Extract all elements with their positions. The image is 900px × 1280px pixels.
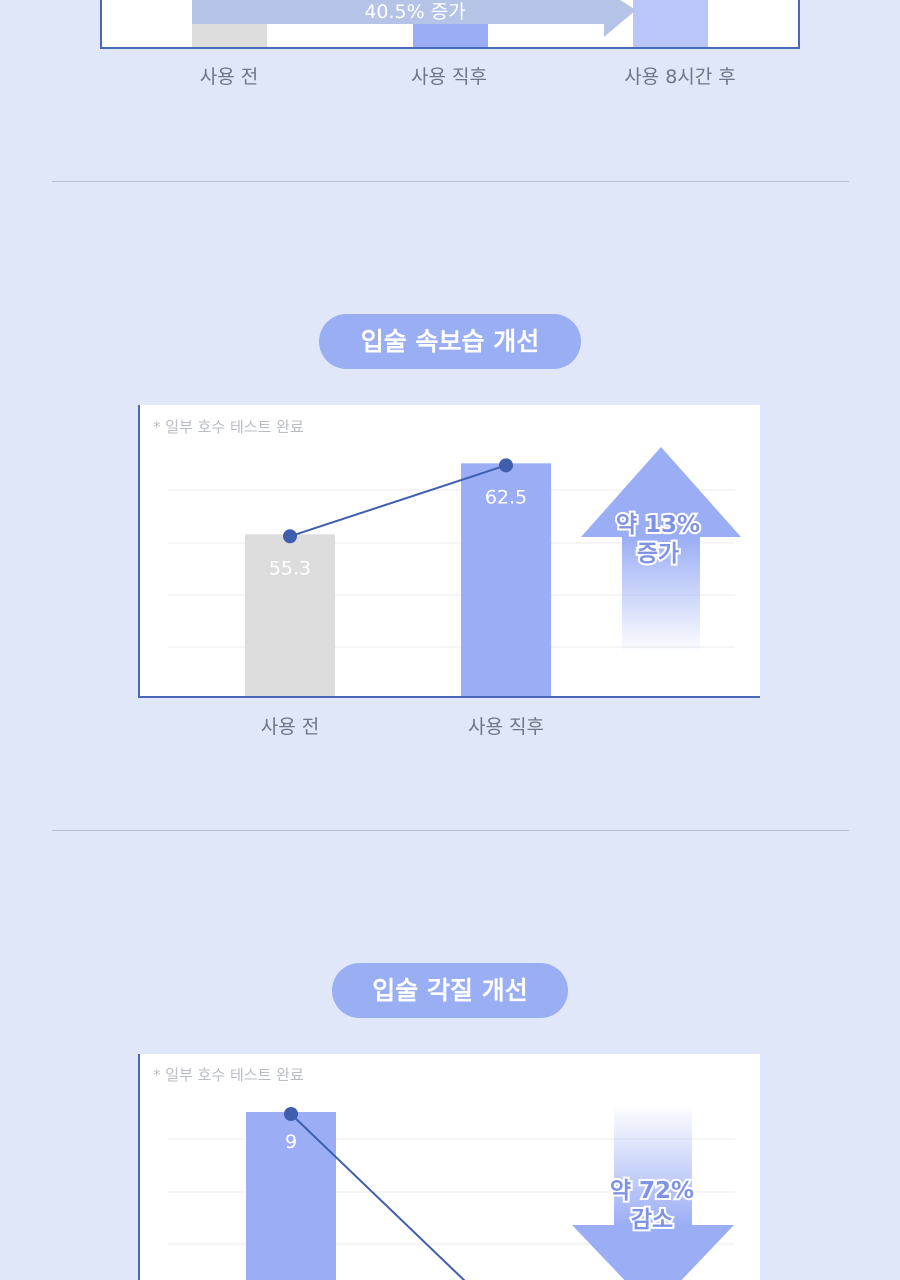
data-point: [283, 529, 297, 544]
x-label: 사용 전: [200, 66, 258, 88]
trend-line: [289, 464, 507, 538]
top-annotation: 40.5% 증가: [364, 1, 465, 23]
section-pill: [332, 963, 568, 1018]
top-chart: 40.5% 증가 사용 전 사용 직후 사용 8시간 후: [100, 0, 800, 88]
bar: [246, 1112, 336, 1280]
arrow-down-icon: [572, 1105, 734, 1280]
increase-arrow-icon: [192, 0, 636, 37]
top-axis: [100, 0, 800, 49]
data-point: [499, 458, 513, 473]
section-title: 입술 속보습 개선: [361, 327, 539, 356]
data-point: [284, 1107, 298, 1121]
x-label: 사용 직후: [411, 66, 487, 88]
x-label: 사용 전: [261, 716, 319, 738]
chart-note: * 일부 호수 테스트 완료: [153, 1066, 304, 1084]
bar-before: [192, 24, 267, 48]
annotation: 증가: [637, 541, 679, 567]
trend-line: [290, 1113, 466, 1280]
section-pill: [319, 314, 581, 369]
bar: [245, 534, 335, 697]
bar-after: [413, 24, 488, 48]
arrow-up-icon: [581, 447, 741, 654]
section-title: 입술 각질 개선: [372, 976, 527, 1005]
section-exfoliation: 입술 각질 개선 * 일부 호수 테스트 완료 9 약 72% 감소: [138, 963, 760, 1280]
bar: [461, 463, 551, 697]
x-label: 사용 직후: [468, 716, 544, 738]
x-label: 사용 8시간 후: [624, 66, 736, 88]
data-label: 9: [285, 1131, 297, 1153]
chart-axis: [138, 405, 760, 698]
annotation: 약 72%: [610, 1178, 694, 1204]
annotation: 감소: [631, 1207, 673, 1233]
annotation: 약 13%: [616, 512, 700, 538]
section-moisture: 입술 속보습 개선 * 일부 호수 테스트 완료 55.362.5 약 13% …: [138, 314, 760, 738]
data-label: 55.3: [269, 557, 311, 579]
bar-after-8h: [633, 0, 708, 48]
data-label: 62.5: [485, 486, 527, 508]
chart-note: * 일부 호수 테스트 완료: [153, 418, 304, 436]
